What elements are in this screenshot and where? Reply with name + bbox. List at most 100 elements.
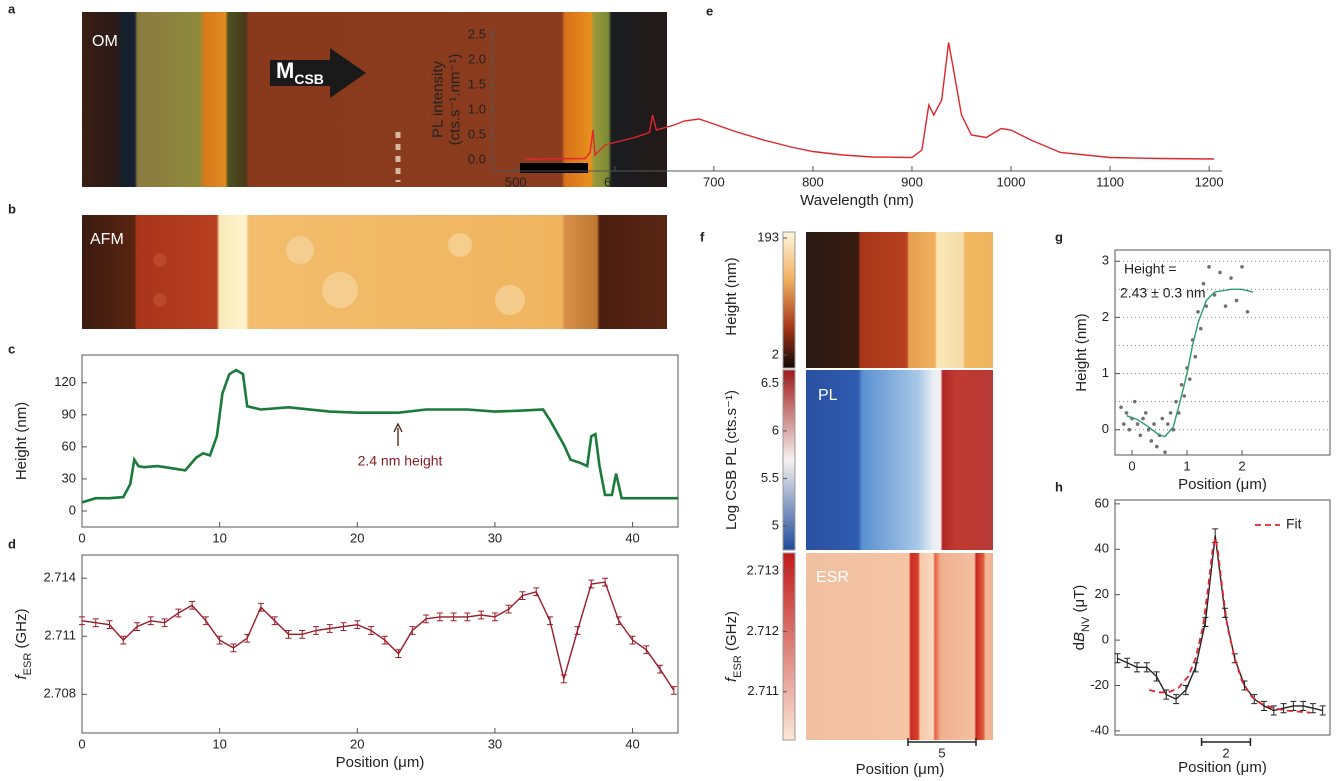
error-bar: [381, 635, 388, 645]
error-bar: [602, 577, 609, 587]
y-tick-label: 2.714: [43, 570, 76, 585]
height-map: [806, 232, 993, 368]
error-bar: [670, 686, 677, 695]
y-axis-label-part: ESR: [22, 653, 34, 676]
error-bar: [1319, 705, 1326, 716]
y-tick-label: 1: [1102, 365, 1109, 380]
colorbar: [782, 369, 796, 551]
data-point: [1163, 450, 1167, 454]
x-axis-label: Position (μm): [336, 754, 425, 771]
error-bar: [1143, 662, 1150, 673]
error-bar: [533, 587, 540, 597]
annotation-arrow: [393, 422, 403, 446]
data-line: [1148, 537, 1311, 714]
x-tick-label: 30: [488, 530, 502, 545]
y-tick-label: 90: [62, 406, 76, 421]
data-line: [525, 42, 1215, 160]
error-bar: [395, 649, 402, 659]
y-axis-label-part: f: [13, 673, 30, 679]
data-point: [1132, 399, 1137, 404]
x-tick-label: 2: [1238, 458, 1245, 473]
error-bar: [79, 616, 85, 626]
error-bar: [643, 645, 650, 655]
image-label: AFM: [90, 231, 124, 248]
colorbar-tick-label: 193: [757, 229, 779, 244]
data-point: [1143, 411, 1148, 415]
y-axis-label-part: (cts.s⁻¹.nm⁻¹): [446, 54, 463, 146]
error-bar: [657, 664, 664, 674]
y-axis-label-part: Height (nm): [13, 402, 30, 480]
panel-label: e: [706, 3, 713, 18]
arrow: [270, 48, 366, 98]
error-bar: [354, 620, 361, 630]
panel-label: h: [1055, 479, 1063, 494]
data-point: [1174, 399, 1178, 404]
error-bar: [1182, 685, 1189, 696]
y-tick-label: -20: [1090, 677, 1109, 692]
x-tick-label: 10: [212, 736, 226, 751]
x-tick-label: 1000: [997, 174, 1026, 189]
data-point: [1196, 309, 1200, 314]
y-tick-label: 2.5: [468, 26, 486, 41]
error-bar: [491, 612, 498, 622]
plot-frame: [1114, 499, 1331, 736]
y-tick-label: 60: [62, 438, 76, 453]
y-tick-label: 1.0: [468, 101, 486, 116]
error-bar: [409, 626, 416, 635]
y-axis-label: fESR (GHz): [13, 609, 34, 680]
panel-label: d: [8, 536, 16, 551]
data-point: [1223, 304, 1228, 308]
colorbar-label-part: f: [723, 676, 740, 682]
data-point: [1165, 422, 1170, 426]
data-point: [1245, 309, 1250, 314]
data-line: [81, 581, 675, 691]
error-bar: [478, 610, 485, 620]
data-point: [1201, 281, 1206, 286]
error-bar: [1270, 705, 1277, 716]
error-bar: [175, 608, 182, 618]
data-point: [1141, 416, 1145, 421]
y-tick-label: 2: [1102, 309, 1109, 324]
map-label: ESR: [816, 569, 849, 586]
data-point: [1168, 411, 1173, 415]
panel-label: a: [8, 1, 16, 16]
colorbar-label-part: Log CSB PL (cts.s⁻¹): [723, 390, 740, 530]
error-bar: [1309, 703, 1316, 714]
error-bar: [189, 600, 196, 610]
error-bar: [326, 624, 333, 633]
y-axis-label: (cts.s⁻¹.nm⁻¹): [446, 54, 463, 146]
y-tick-label: 20: [1095, 586, 1109, 601]
error-bar: [340, 622, 347, 631]
x-axis-label: Position (μm): [1178, 759, 1267, 776]
colorbar-label-part: ESR: [732, 655, 744, 678]
y-tick-label: 2.0: [468, 51, 486, 66]
y-axis-label-part: B: [1071, 632, 1088, 642]
x-axis-label: Position (μm): [1178, 476, 1267, 493]
data-point: [1240, 265, 1244, 269]
colorbar-tick-label: 2: [772, 346, 779, 361]
y-tick-label: 120: [54, 374, 76, 389]
colorbar-tick-label: 2.712: [746, 623, 779, 638]
x-tick-label: 800: [802, 174, 824, 189]
error-bar: [285, 629, 292, 639]
y-tick-label: 40: [1095, 541, 1109, 556]
data-point: [1121, 422, 1126, 426]
error-bar: [1153, 671, 1160, 682]
scale-bar: [907, 738, 977, 746]
y-tick-label: 2.708: [43, 686, 76, 701]
data-point: [1124, 411, 1129, 415]
colorbar: [782, 231, 796, 369]
error-bar: [560, 674, 567, 684]
error-bar: [216, 635, 223, 645]
error-bar: [436, 612, 443, 622]
error-bar: [244, 633, 251, 643]
data-point: [1234, 298, 1239, 303]
x-tick-label: 700: [703, 174, 725, 189]
error-bar: [230, 643, 237, 653]
y-axis-label: PL intensity: [429, 61, 446, 138]
error-bar: [1124, 657, 1131, 668]
error-bar: [1173, 694, 1180, 705]
error-bar: [519, 591, 526, 600]
y-tick-label: 0: [69, 502, 76, 517]
y-axis-label-part: (μT): [1071, 585, 1088, 617]
